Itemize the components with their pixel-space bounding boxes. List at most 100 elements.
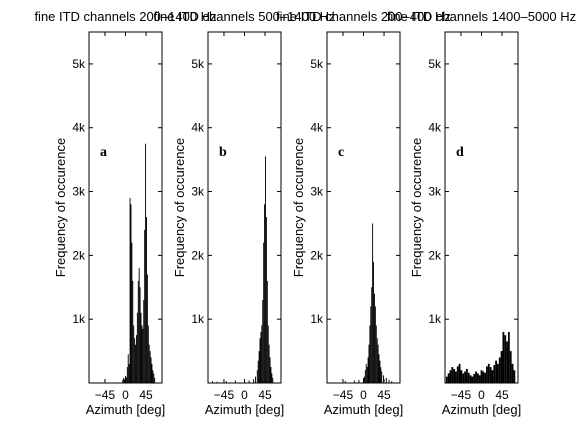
x-axis-label: Azimuth [deg] bbox=[324, 402, 404, 417]
histogram-bar bbox=[137, 280, 139, 383]
histogram-bar bbox=[445, 376, 448, 383]
histogram-bar bbox=[491, 370, 494, 383]
histogram-bar bbox=[370, 306, 372, 383]
y-tick-label: 5k bbox=[191, 57, 205, 71]
histogram-bar bbox=[123, 377, 125, 383]
y-tick-label: 5k bbox=[428, 57, 442, 71]
histogram-bar bbox=[135, 335, 137, 383]
y-tick-label: 4k bbox=[310, 121, 324, 135]
chart-title: fine ITD channels 200–1400 Hz bbox=[34, 9, 216, 24]
y-tick-label: 4k bbox=[72, 121, 86, 135]
histogram-bar bbox=[385, 377, 387, 383]
histogram-bar bbox=[135, 344, 136, 383]
histogram-bar bbox=[248, 380, 250, 383]
histogram-bar bbox=[379, 360, 381, 383]
axes-frame bbox=[207, 31, 282, 384]
histogram-bar bbox=[149, 351, 151, 383]
x-tick-label: 45 bbox=[258, 388, 272, 402]
histogram-bar bbox=[371, 287, 373, 383]
histogram-bar bbox=[212, 381, 214, 383]
histogram-bar bbox=[269, 357, 271, 383]
histogram-bar bbox=[381, 371, 383, 383]
histogram-bar bbox=[507, 331, 510, 383]
histogram-bar bbox=[449, 370, 452, 383]
x-tick-label: 0 bbox=[360, 388, 367, 402]
histogram-bar bbox=[460, 370, 463, 383]
histogram-bar bbox=[489, 367, 492, 383]
y-axis-label: Frequency of occurence bbox=[291, 138, 306, 277]
histogram-bar bbox=[122, 379, 124, 383]
histogram-bar bbox=[131, 242, 133, 383]
histogram-bar bbox=[504, 335, 507, 383]
x-tick-label: 45 bbox=[495, 388, 509, 402]
panel-letter: d bbox=[456, 145, 464, 160]
histogram-bar bbox=[476, 373, 479, 383]
axes-frame bbox=[88, 31, 163, 384]
x-tick-label: 45 bbox=[377, 388, 391, 402]
histogram-bar bbox=[152, 370, 154, 383]
x-axis-label: Azimuth [deg] bbox=[442, 402, 522, 417]
histogram-bar bbox=[268, 344, 270, 383]
histogram-bar bbox=[493, 365, 496, 383]
y-tick-label: 1k bbox=[191, 312, 205, 326]
histogram-bars bbox=[122, 143, 156, 383]
histogram-bar bbox=[258, 351, 260, 383]
histogram-bar bbox=[487, 363, 490, 383]
histogram-bar bbox=[124, 379, 126, 383]
histogram-bars bbox=[344, 223, 393, 383]
y-tick-label: 1k bbox=[72, 312, 86, 326]
histogram-bar bbox=[139, 287, 141, 383]
histogram-bar bbox=[376, 338, 378, 383]
panel-b: −45 0 45 1k 2k 3k 4k 5k Azimuth [deg] Frequency o… bbox=[153, 9, 335, 417]
x-tick-label: 45 bbox=[139, 388, 153, 402]
y-tick-label: 4k bbox=[191, 121, 205, 135]
histogram-bar bbox=[364, 370, 366, 383]
histogram-bar bbox=[462, 373, 465, 383]
y-tick-label: 2k bbox=[310, 248, 324, 262]
panel-letter: c bbox=[338, 145, 344, 160]
histogram-bar bbox=[253, 379, 255, 383]
x-tick-label: 0 bbox=[478, 388, 485, 402]
histogram-bar bbox=[506, 341, 508, 383]
histogram-bar bbox=[388, 379, 390, 383]
histogram-bar bbox=[464, 371, 466, 383]
histogram-bar bbox=[498, 357, 501, 383]
histogram-bar bbox=[127, 354, 129, 383]
x-axis-label: Azimuth [deg] bbox=[205, 402, 285, 417]
histogram-bar bbox=[272, 377, 274, 383]
histogram-bar bbox=[447, 373, 450, 383]
histogram-bar bbox=[391, 381, 393, 383]
x-tick-label: −45 bbox=[451, 388, 472, 402]
histogram-bar bbox=[502, 331, 505, 383]
histogram-bar bbox=[134, 338, 136, 383]
histogram-bar bbox=[133, 325, 135, 383]
histogram-bar bbox=[358, 379, 360, 383]
histogram-bar bbox=[136, 312, 138, 383]
histogram-bar bbox=[458, 363, 461, 383]
axes-frame bbox=[444, 31, 519, 384]
histogram-bar bbox=[145, 143, 147, 383]
y-tick-label: 2k bbox=[72, 248, 86, 262]
histogram-bar bbox=[234, 380, 236, 383]
histogram-bar bbox=[271, 373, 273, 383]
histogram-bar bbox=[144, 229, 146, 383]
chart-title: fine ITD channels 1400–5000 Hz bbox=[387, 9, 576, 24]
y-tick-label: 5k bbox=[310, 57, 324, 71]
histogram-bar bbox=[497, 363, 499, 383]
histogram-bar bbox=[367, 357, 369, 383]
histogram-bar bbox=[365, 363, 367, 383]
histogram-bar bbox=[509, 351, 512, 383]
histogram-bar bbox=[143, 300, 145, 383]
histogram-bar bbox=[142, 328, 144, 383]
x-tick-label: 0 bbox=[241, 388, 248, 402]
histogram-bar bbox=[261, 325, 263, 383]
y-tick-label: 4k bbox=[428, 121, 442, 135]
y-tick-label: 3k bbox=[191, 185, 205, 199]
x-axis-label: Azimuth [deg] bbox=[86, 402, 166, 417]
x-tick-label: −45 bbox=[214, 388, 235, 402]
histogram-bar bbox=[146, 217, 147, 383]
histogram-bar bbox=[453, 368, 456, 383]
histogram-bar bbox=[467, 372, 470, 383]
y-axis-label: Frequency of occurence bbox=[409, 138, 424, 277]
histogram-bar bbox=[455, 371, 457, 383]
